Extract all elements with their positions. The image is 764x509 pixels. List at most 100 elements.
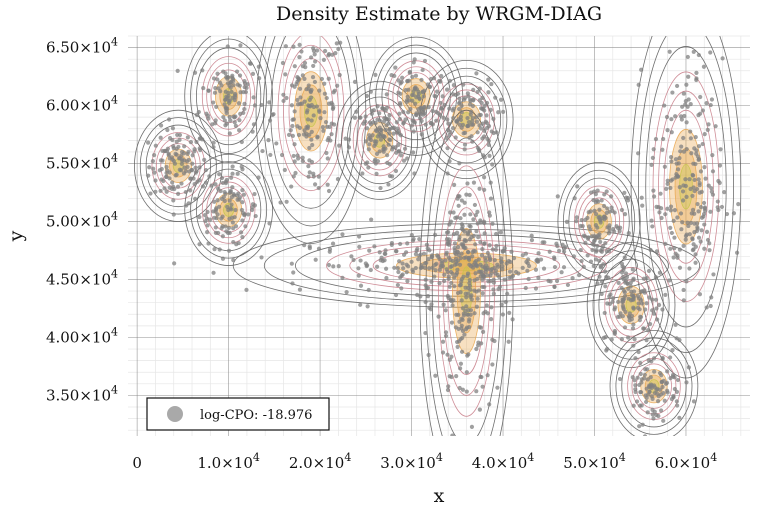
data-point (183, 169, 189, 174)
data-point (595, 243, 600, 249)
data-point (152, 153, 157, 158)
data-point (710, 153, 715, 158)
data-point (684, 147, 689, 152)
data-point (473, 213, 478, 218)
data-point (186, 157, 191, 163)
data-point (673, 157, 679, 162)
data-point (690, 172, 695, 178)
data-point (688, 129, 693, 134)
data-point (166, 117, 172, 122)
data-point (645, 377, 650, 382)
data-point (227, 230, 232, 236)
data-point (551, 255, 557, 260)
data-point (441, 115, 446, 120)
data-point (384, 123, 389, 128)
data-point (585, 253, 590, 258)
data-point (454, 119, 460, 124)
data-point (295, 79, 300, 84)
data-point (434, 118, 439, 123)
data-point (529, 238, 535, 243)
data-point (481, 134, 487, 139)
data-point (427, 305, 432, 310)
data-point (702, 206, 707, 211)
data-point (386, 182, 391, 187)
data-point (680, 104, 685, 109)
data-point (709, 189, 714, 194)
data-point (332, 88, 337, 93)
data-point (619, 207, 625, 213)
data-point (305, 117, 311, 122)
data-point (380, 106, 385, 111)
data-point (624, 195, 629, 200)
data-point (503, 299, 508, 305)
data-point (678, 149, 683, 154)
data-point (665, 181, 670, 186)
data-point (461, 274, 466, 279)
data-point (448, 297, 453, 302)
data-point (493, 271, 498, 276)
data-point (462, 332, 467, 337)
data-point (669, 130, 674, 135)
data-point (636, 301, 641, 306)
data-point (203, 180, 209, 185)
data-point (391, 131, 396, 136)
data-point (504, 261, 509, 266)
scatter-points (146, 40, 741, 436)
data-point (447, 78, 453, 83)
data-point (408, 106, 413, 112)
data-point (193, 196, 198, 201)
data-point (642, 376, 647, 381)
data-point (576, 272, 582, 278)
density-contour (139, 117, 217, 215)
data-point (474, 304, 479, 309)
data-point (193, 165, 198, 170)
data-point (164, 189, 169, 194)
data-point (636, 349, 641, 355)
data-point (210, 122, 215, 127)
data-point (311, 113, 316, 118)
data-point (200, 68, 205, 73)
data-point (488, 107, 493, 112)
data-point (668, 246, 673, 251)
data-point (237, 128, 242, 133)
data-point (587, 224, 592, 229)
data-point (491, 287, 496, 292)
data-point (468, 287, 473, 292)
data-point (716, 207, 721, 213)
data-point (633, 356, 638, 361)
data-point (213, 225, 218, 230)
density-contour (263, 228, 669, 303)
data-point (458, 216, 463, 221)
data-point (670, 90, 675, 95)
data-point (596, 215, 601, 220)
data-point (174, 172, 179, 177)
data-point (409, 259, 414, 264)
data-point (252, 191, 257, 197)
data-point (444, 236, 450, 242)
data-point (716, 178, 721, 184)
data-point (400, 261, 405, 266)
data-point (297, 42, 302, 47)
data-point (392, 73, 397, 79)
y-tick-labels: 3.50×104 4.00×104 4.50×104 5.00×104 5.50×104… (46, 36, 118, 405)
data-point (501, 109, 506, 114)
data-point (162, 186, 167, 191)
data-point (413, 265, 418, 271)
data-point (418, 252, 423, 257)
data-point (358, 258, 363, 263)
data-point (211, 76, 217, 81)
data-point (474, 263, 479, 268)
data-point (487, 243, 492, 248)
data-point (289, 184, 294, 189)
data-point (471, 97, 476, 102)
data-point (176, 191, 181, 196)
data-point (324, 150, 329, 156)
data-point (678, 211, 684, 216)
data-point (665, 178, 670, 183)
data-point (326, 262, 332, 268)
data-point (352, 115, 357, 120)
data-point (489, 305, 494, 310)
data-point (291, 270, 296, 275)
data-point (603, 284, 608, 289)
data-point (706, 122, 711, 127)
